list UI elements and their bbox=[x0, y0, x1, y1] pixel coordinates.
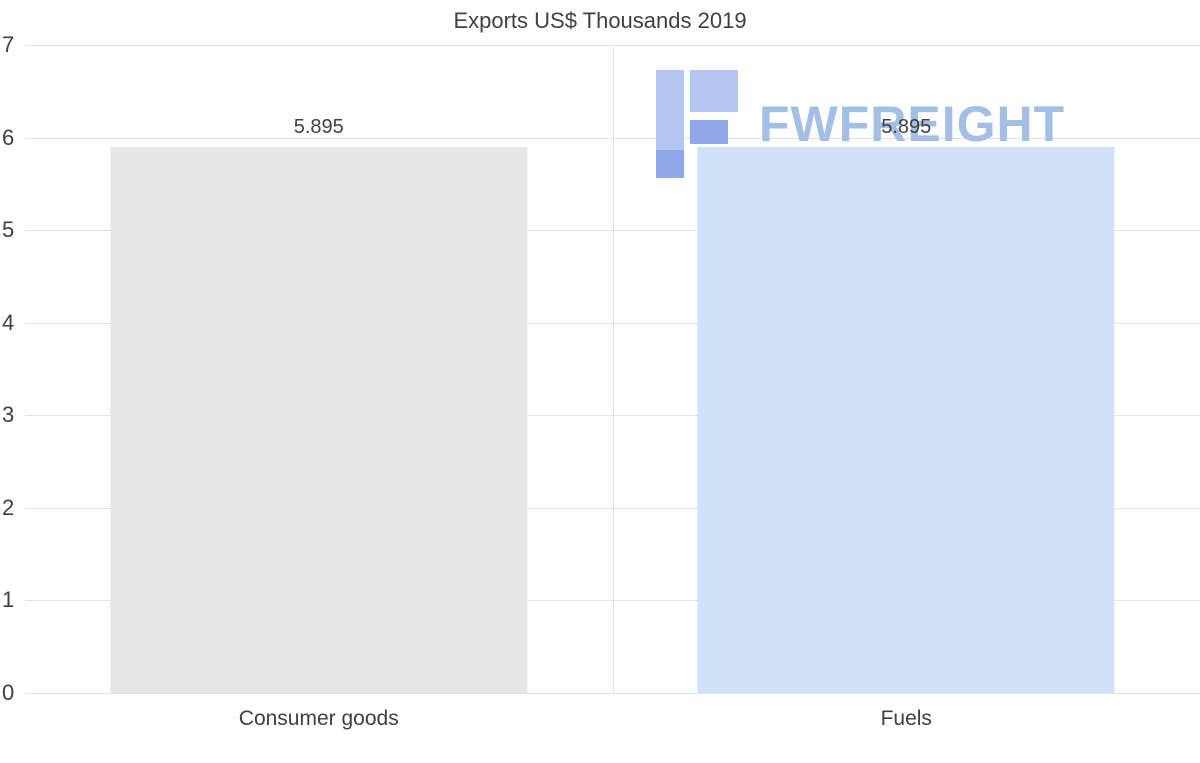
x-tick-label-fuels: Fuels bbox=[880, 707, 932, 730]
chart-title: Exports US$ Thousands 2019 bbox=[453, 8, 747, 33]
x-tick-label-consumer-goods: Consumer goods bbox=[238, 707, 399, 730]
bar-value-label-fuels: 5.895 bbox=[881, 116, 932, 139]
bar-value-label-consumer-goods: 5.895 bbox=[293, 116, 344, 139]
bar-slot-consumer-goods: 5.895 bbox=[25, 45, 613, 693]
bar-consumer-goods bbox=[110, 147, 528, 693]
y-tick-label-4: 4 bbox=[2, 309, 15, 335]
bar-slot-fuels: 5.895 bbox=[613, 45, 1200, 693]
gridline-x-1 bbox=[612, 45, 614, 693]
y-tick-label-7: 7 bbox=[2, 32, 15, 57]
bar-fuels bbox=[697, 147, 1115, 693]
y-tick-label-0: 0 bbox=[2, 680, 15, 705]
y-tick-label-1: 1 bbox=[2, 587, 15, 613]
y-tick-label-5: 5 bbox=[2, 217, 15, 243]
y-axis: 0 1 2 3 4 5 6 7 bbox=[0, 34, 25, 704]
y-tick-label-6: 6 bbox=[2, 124, 15, 150]
y-tick-label-3: 3 bbox=[2, 402, 15, 428]
x-axis: Consumer goods Fuels bbox=[25, 693, 1200, 763]
plot-area: 5.895 5.895 bbox=[25, 45, 1200, 694]
y-tick-label-2: 2 bbox=[2, 494, 15, 520]
gridline-y-0 bbox=[25, 693, 1200, 694]
